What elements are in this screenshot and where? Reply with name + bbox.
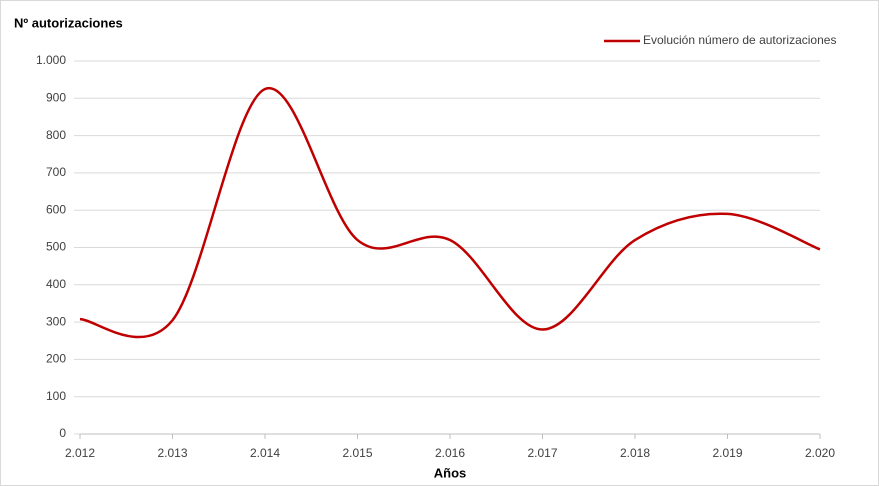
x-tick-label: 2.019 [712,446,742,460]
x-tick-label: 2.015 [342,446,372,460]
y-tick-label: 200 [46,352,66,366]
y-tick-label: 700 [46,165,66,179]
x-tick-label: 2.020 [805,446,835,460]
y-tick-label: 900 [46,90,66,104]
y-tick-label: 300 [46,314,66,328]
y-tick-label: 1.000 [36,53,66,67]
y-tick-label: 500 [46,240,66,254]
y-tick-label: 800 [46,128,66,142]
y-tick-label: 600 [46,202,66,216]
x-tick-label: 2.014 [250,446,280,460]
x-tick-label: 2.017 [527,446,557,460]
x-tick-label: 2.018 [620,446,650,460]
x-axis-title: Años [434,465,467,480]
x-tick-label: 2.016 [435,446,465,460]
x-tick-label: 2.013 [157,446,187,460]
y-tick-label: 100 [46,389,66,403]
legend-label: Evolución número de autorizaciones [643,33,836,47]
y-tick-label: 400 [46,277,66,291]
y-tick-label: 0 [59,426,66,440]
line-series [79,87,821,339]
x-tick-label: 2.012 [65,446,95,460]
chart-title: Nº autorizaciones [14,15,123,30]
